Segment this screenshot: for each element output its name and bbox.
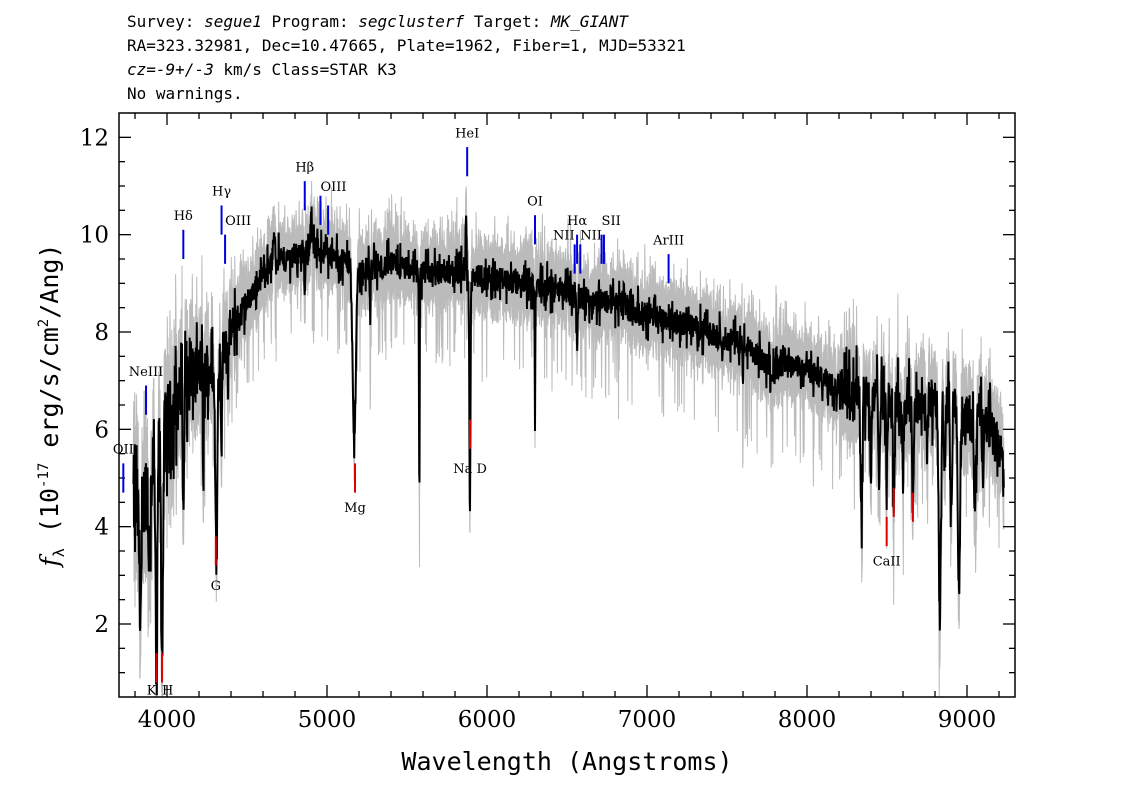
line-marker-label: OI (527, 194, 543, 209)
line-marker-label: NII (553, 229, 575, 244)
line-marker-label: OIII (320, 180, 346, 195)
y-tick-label: 6 (94, 417, 109, 443)
program-label: Program: (271, 12, 349, 31)
y-tick-label: 8 (94, 320, 109, 346)
x-tick-label: 8000 (778, 707, 837, 733)
line-marker-label: Hγ (212, 185, 231, 200)
survey-value: segue1 (204, 12, 262, 31)
survey-label: Survey: (127, 12, 195, 31)
line-marker-label: ArIII (652, 233, 684, 248)
line-marker-label: H (162, 684, 173, 699)
cz-rest: km/s Class=STAR K3 (213, 60, 397, 79)
line-marker-label: NeIII (129, 365, 163, 380)
x-axis-title: Wavelength (Angstroms) (401, 747, 732, 776)
flux-series (132, 206, 1005, 696)
line-marker-label: Na D (453, 462, 487, 477)
y-axis-title: fλ (10-17 erg/s/cm2/Ang) (35, 244, 68, 569)
target-label: Target: (473, 12, 542, 31)
target-value: MK_GIANT (550, 12, 628, 31)
line-marker-label: Hδ (174, 209, 193, 224)
line-marker-label: Hβ (295, 160, 314, 175)
line-marker-label: OII (113, 443, 134, 458)
line-marker-label: NII (580, 229, 602, 244)
cz-value: -9+/-3 (155, 60, 214, 79)
x-tick-label: 6000 (458, 707, 517, 733)
x-tick-label: 4000 (138, 707, 197, 733)
x-tick-label: 9000 (938, 707, 997, 733)
line-marker-label: SII (602, 214, 621, 229)
line-marker-label: HeI (455, 126, 479, 141)
line-marker-label: OIII (225, 214, 251, 229)
line-marker-label: K (147, 684, 157, 699)
line-marker-label: G (211, 579, 221, 594)
cz-label: cz= (127, 60, 156, 79)
header-line-2: RA=323.32981, Dec=10.47665, Plate=1962, … (127, 36, 686, 55)
header-line-4: No warnings. (127, 84, 243, 103)
line-marker-label: Hα (567, 214, 587, 229)
x-tick-label: 7000 (618, 707, 677, 733)
program-value: segclusterf (358, 12, 465, 31)
header-line-3: cz=-9+/-3 km/s Class=STAR K3 (127, 60, 397, 80)
x-tick-label: 5000 (298, 707, 357, 733)
line-marker-label: CaII (873, 555, 901, 570)
y-tick-label: 2 (94, 612, 109, 638)
y-tick-label: 12 (80, 125, 109, 151)
header-line-1: Survey: segue1 Program: segclusterf Targ… (127, 12, 628, 32)
y-tick-label: 10 (80, 223, 109, 249)
line-marker-label: Mg (344, 501, 366, 516)
y-tick-label: 4 (94, 515, 109, 541)
